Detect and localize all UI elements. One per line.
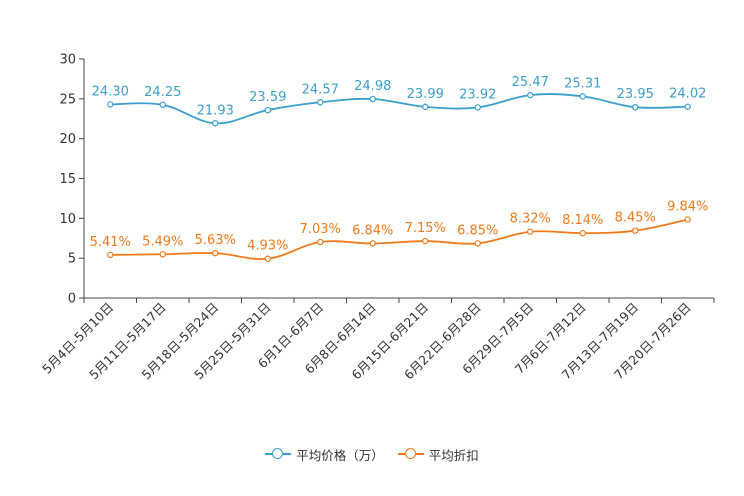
series-line-price [110, 93, 688, 125]
legend-item-discount[interactable]: 平均折扣 [397, 445, 479, 464]
data-point [159, 251, 166, 258]
data-point [527, 228, 534, 235]
data-label: 23.92 [459, 87, 496, 102]
legend-price-marker [265, 448, 292, 460]
data-point [632, 103, 639, 111]
data-point [264, 255, 271, 262]
legend-price-label: 平均价格（万） [296, 447, 384, 463]
legend-discount-label: 平均折扣 [428, 447, 479, 463]
data-label: 23.99 [407, 87, 444, 102]
series-line-discount [110, 218, 688, 260]
data-point [422, 237, 429, 245]
data-label: 5.63% [195, 233, 236, 248]
data-point [684, 216, 691, 223]
data-point [107, 251, 114, 259]
data-label: 9.84% [667, 200, 708, 215]
data-point [317, 99, 324, 106]
data-label: 24.57 [302, 82, 339, 97]
data-point [632, 227, 639, 234]
data-label: 25.47 [512, 75, 549, 90]
data-point [474, 240, 481, 247]
data-label: 8.14% [562, 213, 603, 228]
data-point [369, 240, 376, 247]
data-point [264, 106, 271, 114]
y-tick-label: 0 [68, 292, 76, 307]
y-tick-label: 15 [59, 172, 76, 187]
data-point [369, 95, 376, 103]
data-label: 7.03% [300, 222, 341, 237]
data-point [527, 91, 534, 99]
y-tick-label: 5 [68, 252, 76, 267]
data-point [422, 103, 429, 111]
data-label: 6.84% [352, 224, 393, 239]
data-label: 21.93 [197, 103, 234, 118]
data-label: 24.02 [669, 87, 706, 102]
data-point [159, 101, 166, 109]
y-tick-label: 10 [59, 212, 76, 227]
y-tick-label: 20 [59, 132, 76, 147]
data-point [474, 104, 481, 111]
y-tick-label: 25 [59, 92, 76, 107]
data-label: 23.59 [249, 90, 286, 105]
data-point [107, 101, 114, 108]
data-point [212, 120, 219, 127]
y-tick-label: 30 [59, 53, 76, 68]
data-label: 5.41% [90, 235, 131, 250]
data-point [212, 249, 219, 257]
legend-discount-marker [397, 448, 424, 460]
data-label: 5.49% [142, 234, 183, 249]
data-label: 25.31 [564, 76, 601, 91]
legend-item-price[interactable]: 平均价格（万） [265, 445, 384, 464]
line-chart: 0510152025305月4日-5月10日5月11日-5月17日5月18日-5… [39, 53, 715, 382]
data-label: 23.95 [617, 87, 654, 102]
data-label: 4.93% [247, 239, 288, 254]
data-label: 24.98 [354, 79, 391, 94]
data-point [684, 103, 691, 110]
data-label: 6.85% [457, 223, 498, 238]
data-point [317, 238, 324, 246]
data-label: 24.30 [92, 84, 129, 99]
legend: 平均价格（万） 平均折扣 [0, 444, 744, 464]
data-point [579, 229, 586, 237]
data-point [579, 93, 586, 100]
data-label: 24.25 [144, 85, 181, 100]
data-label: 8.45% [615, 211, 656, 226]
data-label: 7.15% [405, 221, 446, 236]
data-label: 8.32% [510, 212, 551, 227]
